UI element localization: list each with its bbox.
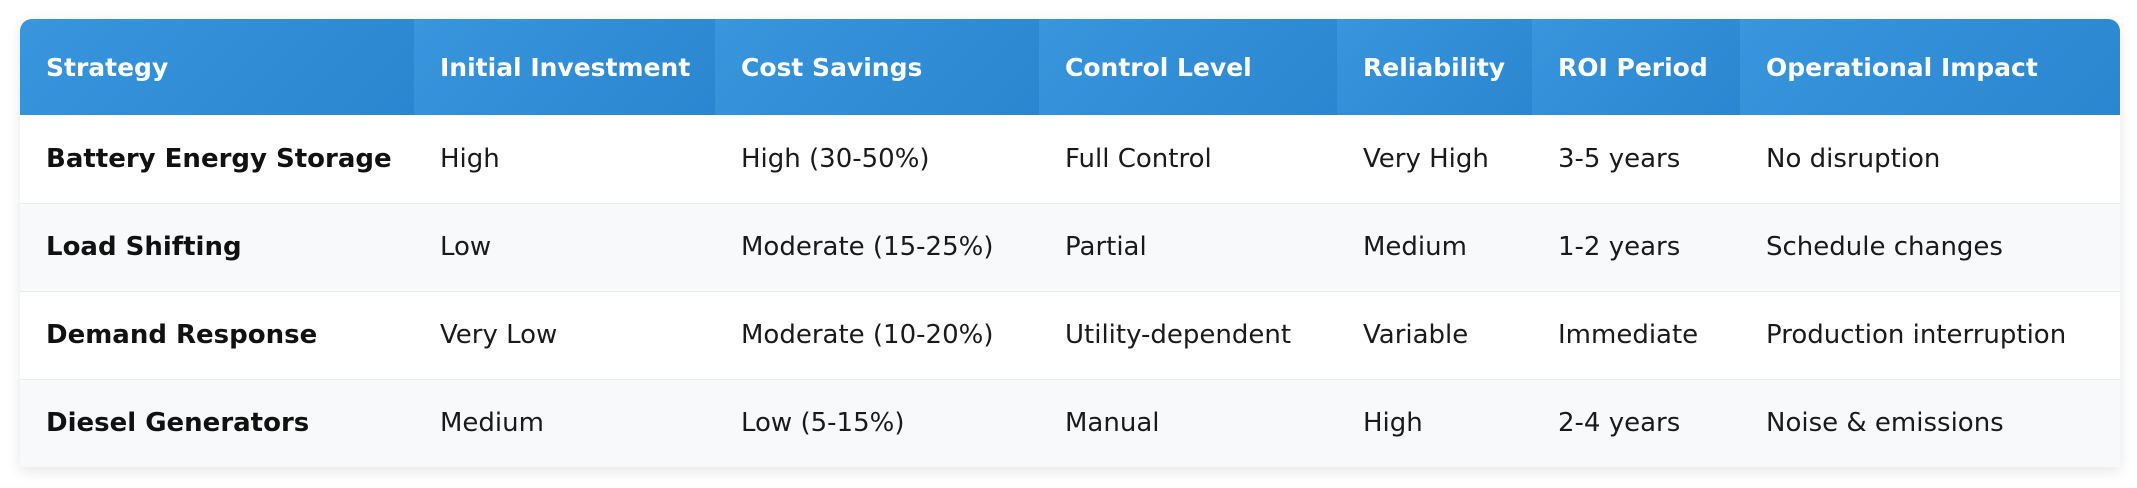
cell-strategy: Demand Response [46, 320, 318, 350]
cell-operational-impact: Production interruption [1766, 320, 2067, 350]
cell-reliability: Medium [1363, 232, 1467, 262]
cell-operational-impact: No disruption [1766, 143, 1941, 174]
cell-cost-savings: Moderate (10-20%) [741, 320, 994, 350]
table-row: Load Shifting Low Moderate (15-25%) Part… [20, 203, 2120, 291]
cell-strategy: Battery Energy Storage [46, 143, 392, 174]
cell-reliability: Variable [1363, 320, 1469, 350]
comparison-table-container: Strategy Initial Investment Cost Savings… [20, 19, 2120, 467]
cell-control-level: Manual [1065, 408, 1160, 439]
table-row: Demand Response Very Low Moderate (10-20… [20, 291, 2120, 379]
cell-control-level: Partial [1065, 232, 1147, 262]
cell-initial-investment: Medium [440, 408, 544, 439]
header-reliability: Reliability [1337, 19, 1532, 115]
cell-cost-savings: Moderate (15-25%) [741, 232, 994, 262]
cell-cost-savings: Low (5-15%) [741, 408, 905, 439]
table-body: Battery Energy Storage High High (30-50%… [20, 115, 2120, 467]
cell-strategy: Load Shifting [46, 232, 242, 262]
header-row: Strategy Initial Investment Cost Savings… [20, 19, 2120, 115]
cell-roi-period: 3-5 years [1558, 143, 1681, 174]
table-row: Diesel Generators Medium Low (5-15%) Man… [20, 379, 2120, 467]
cell-strategy: Diesel Generators [46, 408, 310, 439]
header-cost-savings: Cost Savings [715, 19, 1039, 115]
table-row: Battery Energy Storage High High (30-50%… [20, 115, 2120, 203]
cell-reliability: Very High [1363, 143, 1489, 174]
cell-operational-impact: Noise & emissions [1766, 408, 2004, 439]
header-roi-period: ROI Period [1532, 19, 1740, 115]
header-control-level: Control Level [1039, 19, 1337, 115]
cell-roi-period: 2-4 years [1558, 408, 1681, 439]
cell-roi-period: Immediate [1558, 320, 1699, 350]
cell-cost-savings: High (30-50%) [741, 143, 930, 174]
strategy-comparison-table: Strategy Initial Investment Cost Savings… [20, 19, 2120, 467]
cell-initial-investment: Low [440, 232, 492, 262]
cell-operational-impact: Schedule changes [1766, 232, 2003, 262]
cell-control-level: Utility-dependent [1065, 320, 1292, 350]
table-header: Strategy Initial Investment Cost Savings… [20, 19, 2120, 115]
cell-initial-investment: High [440, 143, 500, 174]
cell-roi-period: 1-2 years [1558, 232, 1681, 262]
header-strategy: Strategy [20, 19, 414, 115]
header-operational-impact: Operational Impact [1740, 19, 2120, 115]
header-initial-investment: Initial Investment [414, 19, 715, 115]
cell-initial-investment: Very Low [440, 320, 558, 350]
cell-control-level: Full Control [1065, 143, 1212, 174]
cell-reliability: High [1363, 408, 1423, 439]
